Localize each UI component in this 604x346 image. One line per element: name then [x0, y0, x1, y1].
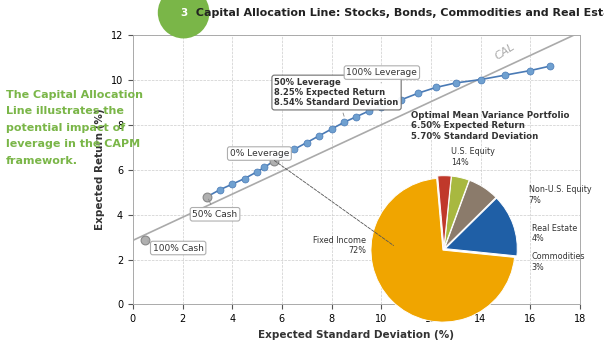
Point — [339, 119, 349, 125]
Point — [302, 140, 312, 145]
Point — [202, 194, 212, 199]
Point — [396, 97, 406, 102]
Text: Capital Allocation Line: Stocks, Bonds, Commodities and Real Estate: Capital Allocation Line: Stocks, Bonds, … — [192, 8, 604, 18]
Point — [280, 152, 289, 158]
Text: 50% Cash: 50% Cash — [193, 199, 237, 219]
Text: 100% Leverage: 100% Leverage — [347, 68, 417, 83]
Y-axis label: Expected Return (%): Expected Return (%) — [95, 109, 105, 230]
Point — [476, 77, 486, 82]
Text: 3: 3 — [180, 8, 187, 18]
Text: Real Estate
4%: Real Estate 4% — [532, 224, 577, 243]
Point — [252, 169, 262, 174]
Point — [314, 133, 324, 139]
Point — [215, 187, 225, 192]
Point — [240, 176, 249, 181]
X-axis label: Expected Standard Deviation (%): Expected Standard Deviation (%) — [259, 330, 454, 340]
Wedge shape — [445, 180, 496, 248]
Point — [414, 90, 423, 96]
Point — [269, 158, 279, 163]
Text: 50% Leverage
8.25% Expected Return
8.54% Standard Deviation: 50% Leverage 8.25% Expected Return 8.54%… — [274, 78, 399, 116]
Point — [451, 80, 460, 86]
Point — [227, 181, 237, 187]
Text: Non-U.S. Equity
7%: Non-U.S. Equity 7% — [529, 185, 591, 205]
Text: 100% Cash: 100% Cash — [148, 241, 204, 253]
Point — [289, 147, 299, 152]
Point — [141, 238, 150, 243]
Wedge shape — [438, 176, 451, 248]
Wedge shape — [445, 176, 469, 248]
Text: CAL: CAL — [493, 42, 516, 62]
Text: U.S. Equity
14%: U.S. Equity 14% — [451, 147, 495, 167]
Wedge shape — [445, 198, 517, 256]
Point — [260, 165, 269, 170]
Point — [364, 108, 374, 114]
Text: Commodities
3%: Commodities 3% — [532, 252, 585, 272]
Point — [269, 158, 279, 163]
Text: 0% Leverage: 0% Leverage — [230, 149, 289, 160]
Text: The Capital Allocation
Line illustrates the
potential impact of
leverage in the : The Capital Allocation Line illustrates … — [6, 90, 143, 165]
Point — [352, 114, 361, 119]
Point — [525, 68, 535, 73]
Text: Optimal Mean Variance Portfolio
6.50% Expected Return
5.70% Standard Deviation: Optimal Mean Variance Portfolio 6.50% Ex… — [411, 111, 570, 141]
Text: Exhibit: Exhibit — [160, 8, 207, 18]
Wedge shape — [371, 179, 515, 322]
Point — [431, 85, 441, 90]
Point — [376, 104, 386, 109]
Point — [202, 194, 212, 199]
Text: Fixed Income
72%: Fixed Income 72% — [313, 236, 366, 255]
Point — [327, 126, 336, 132]
Point — [501, 72, 510, 78]
Point — [545, 63, 555, 69]
